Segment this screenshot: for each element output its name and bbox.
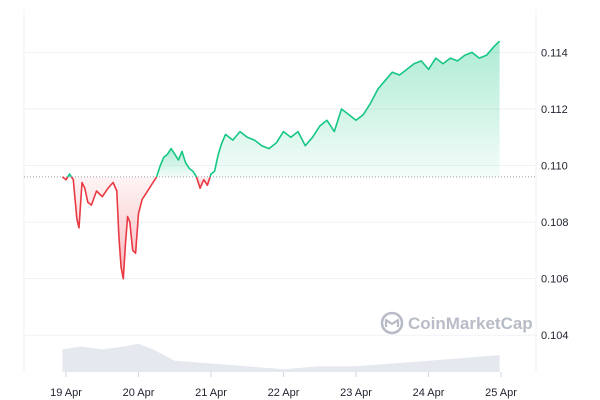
price-area-down — [71, 176, 157, 279]
price-area — [62, 41, 500, 279]
y-tick-label: 0.112 — [541, 104, 568, 116]
y-tick-label: 0.108 — [541, 217, 569, 229]
price-line-up — [209, 40, 501, 178]
price-area-up — [210, 41, 500, 177]
price-line-up — [67, 173, 73, 178]
price-line-up — [155, 147, 198, 178]
x-tick-label: 24 Apr — [413, 387, 445, 399]
x-tick-label: 25 Apr — [485, 387, 517, 399]
y-axis: 0.104 0.106 0.108 0.110 0.112 0.114 — [541, 47, 569, 342]
price-line — [61, 40, 501, 280]
y-tick-label: 0.104 — [541, 330, 569, 342]
coinmarketcap-logo-icon — [380, 311, 404, 335]
grid-lines — [23, 10, 537, 372]
price-line-down — [195, 176, 211, 189]
price-line-down — [70, 176, 158, 280]
x-tick-label: 20 Apr — [123, 387, 155, 399]
watermark-text: CoinMarketCap — [408, 314, 533, 333]
watermark: CoinMarketCap — [380, 311, 533, 335]
x-tick-label: 22 Apr — [268, 387, 300, 399]
x-axis: 19 Apr 20 Apr 21 Apr 22 Apr 23 Apr 24 Apr 25 A… — [50, 372, 517, 399]
y-tick-label: 0.106 — [541, 274, 569, 286]
volume-area-shape — [62, 343, 500, 372]
y-tick-label: 0.114 — [541, 47, 568, 59]
x-tick-label: 23 Apr — [340, 387, 372, 399]
y-tick-label: 0.110 — [541, 161, 568, 173]
price-area-up — [156, 148, 197, 177]
x-tick-label: 21 Apr — [195, 387, 227, 399]
price-line-down — [61, 176, 69, 181]
volume-area — [62, 343, 500, 372]
x-tick-label: 19 Apr — [50, 387, 82, 399]
